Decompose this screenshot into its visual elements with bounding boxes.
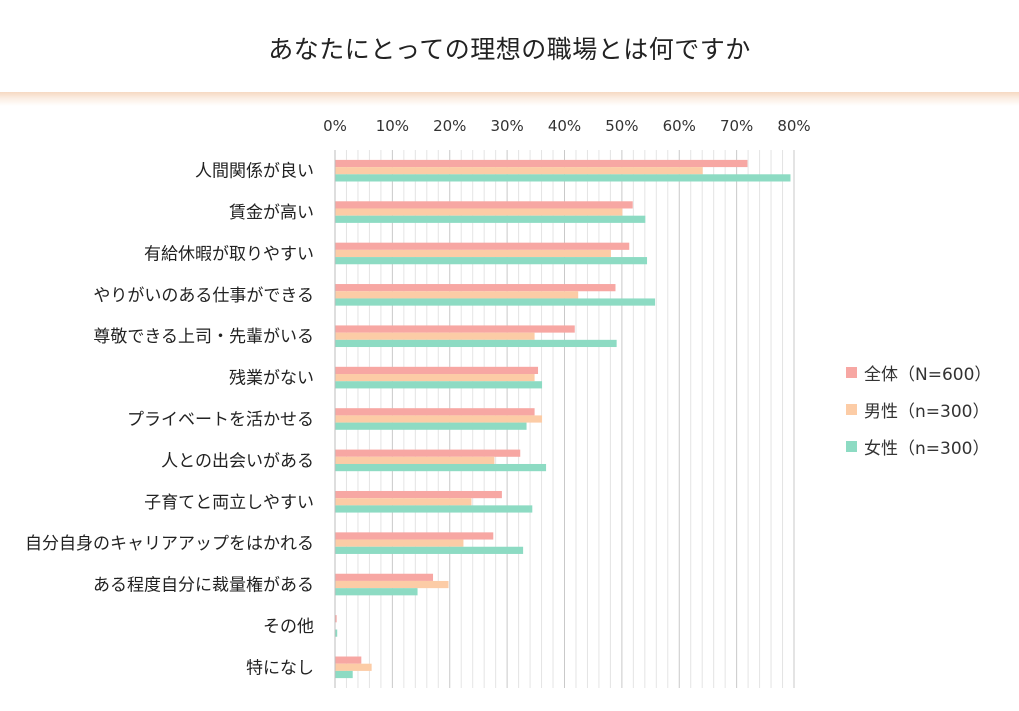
x-tick-label: 80% [777, 117, 810, 135]
bar-male [335, 539, 464, 547]
x-tick-label: 60% [663, 117, 696, 135]
category-label: 残業がない [229, 369, 314, 389]
bar-male [335, 208, 623, 216]
bar-male [335, 456, 495, 464]
category-label: 尊敬できる上司・先輩がいる [93, 327, 314, 347]
bar-male [335, 291, 579, 299]
legend-swatch-total [846, 367, 857, 378]
legend-label-male: 男性（n=300） [864, 402, 990, 422]
category-label: プライベートを活かせる [127, 410, 314, 430]
legend-label-female: 女性（n=300） [864, 439, 990, 459]
x-tick-label: 50% [605, 117, 638, 135]
category-label: 特になし [246, 658, 314, 678]
category-label: 人間関係が良い [195, 162, 314, 182]
bar-female [335, 629, 338, 637]
bar-total [335, 408, 535, 416]
bar-total [335, 573, 434, 581]
x-tick-label: 30% [490, 117, 523, 135]
bar-male [335, 374, 535, 382]
bar-total [335, 366, 539, 375]
bar-total [335, 284, 616, 292]
category-label: その他 [263, 617, 314, 637]
bar-male [335, 580, 449, 589]
header [0, 0, 1019, 100]
bar-male [335, 415, 543, 423]
bar-male [335, 498, 472, 506]
bar-female [335, 588, 418, 596]
category-label: ある程度自分に裁量権がある [93, 576, 314, 596]
x-tick-label: 10% [376, 117, 409, 135]
x-tick-label: 70% [720, 117, 753, 135]
bar-male [335, 167, 703, 175]
legend-item-female: 女性（n=300） [846, 428, 991, 465]
bar-total [335, 615, 337, 623]
bar-total [335, 532, 494, 540]
bar-female [335, 670, 353, 679]
x-tick-label: 40% [548, 117, 581, 135]
bar-female [335, 463, 547, 472]
header-divider [0, 92, 1019, 106]
bar-female [335, 257, 648, 265]
category-label: 賃金が高い [229, 203, 314, 223]
bar-total [335, 201, 633, 209]
chart-title: あなたにとっての理想の職場とは何ですか [268, 35, 751, 64]
bar-total [335, 656, 362, 664]
x-tick-label: 20% [433, 117, 466, 135]
category-label: 自分自身のキャリアアップをはかれる [25, 534, 314, 554]
bar-female [335, 174, 791, 182]
bar-total [335, 490, 502, 499]
bar-female [335, 422, 527, 430]
bar-total [335, 449, 521, 457]
bar-total [335, 325, 575, 333]
bar-male [335, 332, 535, 340]
bar-female [335, 215, 646, 223]
legend-label-total: 全体（N=600） [864, 365, 992, 385]
category-label: 有給休暇が取りやすい [144, 244, 314, 264]
bar-male [335, 663, 372, 671]
bar-female [335, 505, 533, 513]
legend-swatch-male [846, 404, 857, 415]
bar-female [335, 298, 656, 306]
legend: 全体（N=600） 男性（n=300） 女性（n=300） [846, 354, 991, 465]
legend-swatch-female [846, 441, 857, 452]
bar-male [335, 249, 611, 258]
x-tick-label: 0% [323, 117, 347, 135]
category-label: やりがいのある仕事ができる [93, 286, 314, 306]
bar-total [335, 242, 630, 250]
bar-female [335, 546, 524, 554]
legend-item-total: 全体（N=600） [846, 354, 991, 391]
bar-female [335, 381, 543, 389]
category-label: 子育てと両立しやすい [144, 493, 314, 513]
bar-female [335, 339, 617, 348]
category-label: 人との出会いがある [161, 451, 314, 471]
bar-total [335, 159, 748, 168]
legend-item-male: 男性（n=300） [846, 391, 991, 428]
